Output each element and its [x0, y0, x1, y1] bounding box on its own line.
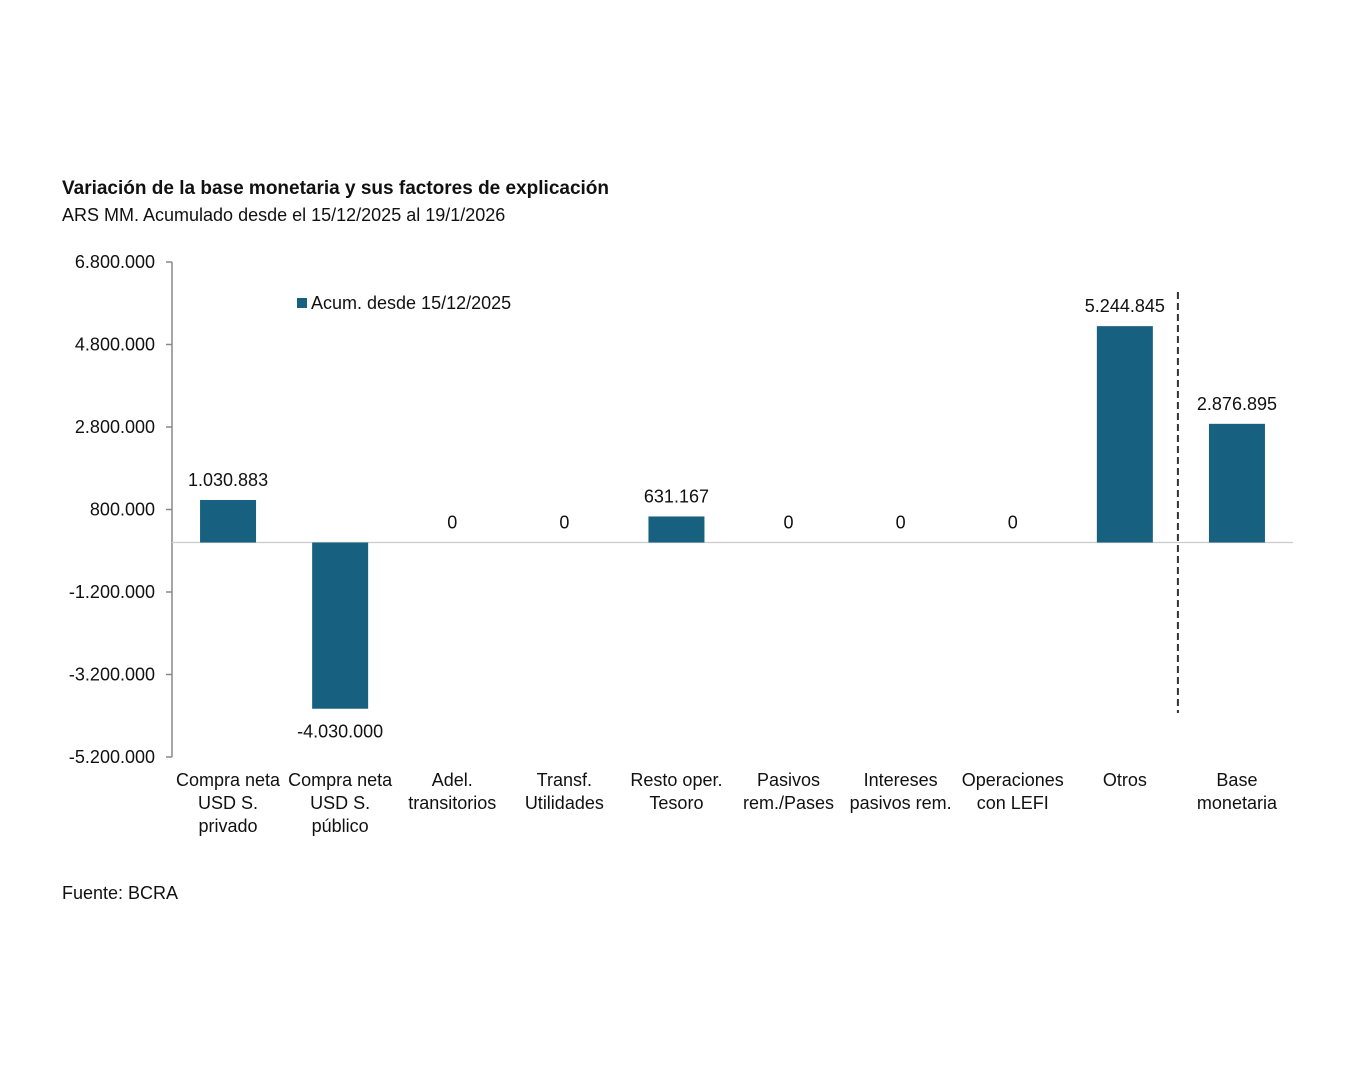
data-label: 0 — [896, 513, 906, 533]
y-tick-label: -1.200.000 — [69, 582, 155, 602]
category-label: Compra neta — [176, 770, 281, 790]
category-label: rem./Pases — [743, 793, 834, 813]
bar — [648, 516, 705, 543]
category-label: público — [312, 816, 369, 836]
data-label: -4.030.000 — [297, 722, 383, 742]
legend-label: Acum. desde 15/12/2025 — [311, 293, 511, 313]
bar — [312, 542, 369, 709]
y-tick-label: -3.200.000 — [69, 665, 155, 685]
bar — [1096, 326, 1153, 543]
category-label: Intereses — [864, 770, 938, 790]
category-label: Resto oper. — [630, 770, 722, 790]
bar — [1208, 423, 1265, 543]
category-label: Pasivos — [757, 770, 820, 790]
chart-subtitle: ARS MM. Acumulado desde el 15/12/2025 al… — [62, 205, 506, 225]
data-label: 0 — [559, 513, 569, 533]
data-label: 0 — [784, 513, 794, 533]
data-label: 0 — [1008, 513, 1018, 533]
category-label: Otros — [1103, 770, 1147, 790]
data-label: 1.030.883 — [188, 470, 268, 490]
category-label: Tesoro — [649, 793, 703, 813]
bar — [200, 499, 257, 543]
data-label: 2.876.895 — [1197, 394, 1277, 414]
y-tick-label: 4.800.000 — [75, 335, 155, 355]
category-label: Compra neta — [288, 770, 393, 790]
y-tick-label: 6.800.000 — [75, 252, 155, 272]
data-label: 0 — [447, 513, 457, 533]
data-label: 631.167 — [644, 486, 709, 506]
category-label: Utilidades — [525, 793, 604, 813]
legend-swatch — [297, 298, 307, 308]
y-tick-label: 800.000 — [90, 500, 155, 520]
category-label: con LEFI — [977, 793, 1049, 813]
chart-title: Variación de la base monetaria y sus fac… — [62, 178, 610, 199]
chart-source: Fuente: BCRA — [62, 883, 179, 903]
category-label: USD S. — [310, 793, 370, 813]
category-label: monetaria — [1197, 793, 1278, 813]
category-label: Adel. — [432, 770, 473, 790]
data-label: 5.244.845 — [1085, 296, 1165, 316]
category-label: Operaciones — [962, 770, 1064, 790]
category-label: Transf. — [537, 770, 592, 790]
category-label: USD S. — [198, 793, 258, 813]
category-label: Base — [1216, 770, 1257, 790]
y-tick-label: 2.800.000 — [75, 417, 155, 437]
category-label: transitorios — [408, 793, 496, 813]
category-label: pasivos rem. — [850, 793, 952, 813]
y-tick-label: -5.200.000 — [69, 747, 155, 767]
category-label: privado — [199, 816, 258, 836]
